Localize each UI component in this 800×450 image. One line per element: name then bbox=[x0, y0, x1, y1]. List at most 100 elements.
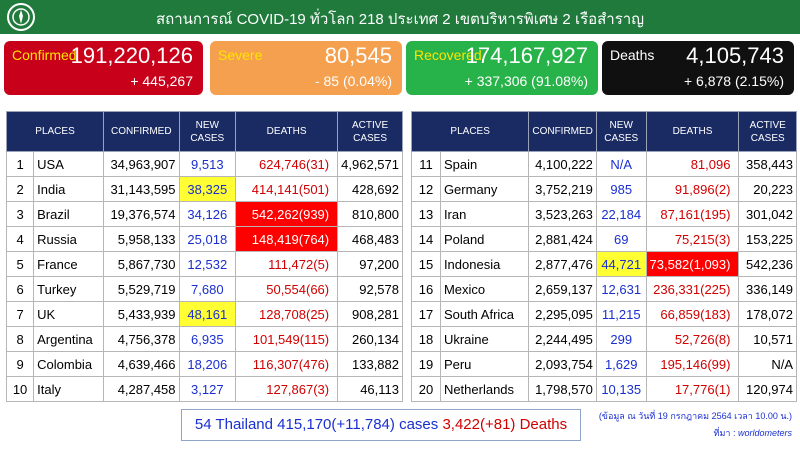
rank-cell: 19 bbox=[411, 351, 441, 377]
place-cell: Mexico bbox=[439, 276, 530, 302]
table-row: 1 USA 34,963,907 9,513 624,746(31) 4,962,571 bbox=[5, 151, 403, 177]
deaths-cell: 236,331(225) bbox=[645, 276, 740, 302]
place-cell: Poland bbox=[439, 226, 530, 252]
new-cases-cell: 7,680 bbox=[178, 276, 237, 302]
deaths-cell: 542,262(939) bbox=[235, 201, 339, 227]
confirmed-cell: 5,867,730 bbox=[103, 251, 180, 277]
confirmed-cell: 34,963,907 bbox=[103, 151, 180, 177]
confirmed-cell: 2,877,476 bbox=[528, 251, 597, 277]
column-header-places: PLACES bbox=[5, 111, 105, 152]
active-cases-cell: 428,692 bbox=[337, 176, 403, 202]
rank-cell: 18 bbox=[411, 326, 441, 352]
new-cases-cell: N/A bbox=[595, 151, 647, 177]
severe-label: Severe bbox=[218, 47, 263, 63]
table-row: 8 Argentina 4,756,378 6,935 101,549(115) 260,… bbox=[5, 326, 403, 352]
rank-cell: 16 bbox=[411, 276, 441, 302]
deaths-cell: 91,896(2) bbox=[645, 176, 740, 202]
countries-table-right: PLACES CONFIRMED NEW CASES DEATHS ACTIVE… bbox=[410, 111, 797, 402]
deaths-delta: + 6,878 (2.15%) bbox=[683, 73, 784, 89]
place-cell: Netherlands bbox=[439, 376, 530, 402]
table-row: 10 Italy 4,287,458 3,127 127,867(3) 46,113 bbox=[5, 376, 403, 402]
table-header-row: PLACES CONFIRMED NEW CASES DEATHS ACTIVE… bbox=[5, 111, 403, 152]
place-cell: Ukraine bbox=[439, 326, 530, 352]
new-cases-cell: 18,206 bbox=[178, 351, 237, 377]
confirmed-cell: 31,143,595 bbox=[103, 176, 180, 202]
confirmed-cell: 3,523,263 bbox=[528, 201, 597, 227]
active-cases-cell: 178,072 bbox=[738, 301, 797, 327]
table-row: 7 UK 5,433,939 48,161 128,708(25) 908,281 bbox=[5, 301, 403, 327]
active-cases-cell: 542,236 bbox=[738, 251, 797, 277]
table-row: 18 Ukraine 2,244,495 299 52,726(8) 10,571 bbox=[411, 326, 797, 352]
confirmed-cell: 5,529,719 bbox=[103, 276, 180, 302]
deaths-cell: 116,307(476) bbox=[235, 351, 339, 377]
rank-cell: 20 bbox=[411, 376, 441, 402]
active-cases-cell: 46,113 bbox=[337, 376, 403, 402]
active-cases-cell: 810,800 bbox=[337, 201, 403, 227]
countries-table-left: PLACES CONFIRMED NEW CASES DEATHS ACTIVE… bbox=[5, 111, 403, 402]
source-label: ที่มา : bbox=[713, 428, 736, 438]
table-row: 19 Peru 2,093,754 1,629 195,146(99) N/A bbox=[411, 351, 797, 377]
date-note: (ข้อมูล ณ วันที่ 19 กรกฎาคม 2564 เวลา 10… bbox=[598, 411, 792, 421]
active-cases-cell: 153,225 bbox=[738, 226, 797, 252]
place-cell: Argentina bbox=[33, 326, 105, 352]
column-header-active-cases: ACTIVE CASES bbox=[337, 111, 403, 152]
confirmed-cell: 3,752,219 bbox=[528, 176, 597, 202]
rank-cell: 3 bbox=[5, 201, 35, 227]
active-cases-cell: 358,443 bbox=[738, 151, 797, 177]
table-row: 14 Poland 2,881,424 69 75,215(3) 153,225 bbox=[411, 226, 797, 252]
severe-summary: Severe 80,545 - 85 (0.04%) bbox=[210, 41, 402, 95]
recovered-delta: + 337,306 (91.08%) bbox=[464, 73, 588, 89]
confirmed-cell: 5,433,939 bbox=[103, 301, 180, 327]
deaths-cell: 17,776(1) bbox=[645, 376, 740, 402]
active-cases-cell: 97,200 bbox=[337, 251, 403, 277]
rank-cell: 5 bbox=[5, 251, 35, 277]
table-row: 11 Spain 4,100,222 N/A 81,096 358,443 bbox=[411, 151, 797, 177]
deaths-cell: 50,554(66) bbox=[235, 276, 339, 302]
confirmed-cell: 2,659,137 bbox=[528, 276, 597, 302]
header-bar: สถานการณ์ COVID-19 ทั่วโลก 218 ประเทศ 2 … bbox=[0, 0, 800, 34]
confirmed-cell: 1,798,570 bbox=[528, 376, 597, 402]
table-row: 4 Russia 5,958,133 25,018 148,419(764) 468,48… bbox=[5, 226, 403, 252]
deaths-cell: 624,746(31) bbox=[235, 151, 339, 177]
active-cases-cell: 92,578 bbox=[337, 276, 403, 302]
deaths-cell: 111,472(5) bbox=[235, 251, 339, 277]
severe-value: 80,545 bbox=[324, 43, 392, 68]
confirmed-cell: 2,295,095 bbox=[528, 301, 597, 327]
confirmed-cell: 5,958,133 bbox=[103, 226, 180, 252]
place-cell: Iran bbox=[439, 201, 530, 227]
ministry-logo-icon bbox=[7, 3, 35, 31]
rank-cell: 17 bbox=[411, 301, 441, 327]
deaths-cell: 127,867(3) bbox=[235, 376, 339, 402]
rank-cell: 11 bbox=[411, 151, 441, 177]
column-header-confirmed: CONFIRMED bbox=[103, 111, 180, 152]
active-cases-cell: 20,223 bbox=[738, 176, 797, 202]
new-cases-cell: 44,721 bbox=[595, 251, 647, 277]
deaths-cell: 414,141(501) bbox=[235, 176, 339, 202]
column-header-deaths: DEATHS bbox=[645, 111, 740, 152]
place-cell: Russia bbox=[33, 226, 105, 252]
place-cell: USA bbox=[33, 151, 105, 177]
rank-cell: 9 bbox=[5, 351, 35, 377]
deaths-cell: 73,582(1,093) bbox=[645, 251, 740, 277]
place-cell: France bbox=[33, 251, 105, 277]
rank-cell: 4 bbox=[5, 226, 35, 252]
deaths-cell: 195,146(99) bbox=[645, 351, 740, 377]
rank-cell: 8 bbox=[5, 326, 35, 352]
place-cell: Italy bbox=[33, 376, 105, 402]
active-cases-cell: 336,149 bbox=[738, 276, 797, 302]
new-cases-cell: 22,184 bbox=[595, 201, 647, 227]
deaths-value: 4,105,743 bbox=[686, 43, 784, 68]
confirmed-cell: 2,881,424 bbox=[528, 226, 597, 252]
new-cases-cell: 48,161 bbox=[178, 301, 237, 327]
table-row: 13 Iran 3,523,263 22,184 87,161(195) 301,042 bbox=[411, 201, 797, 227]
active-cases-cell: 301,042 bbox=[738, 201, 797, 227]
recovered-summary: Recovered 174,167,927 + 337,306 (91.08%) bbox=[406, 41, 598, 95]
rank-cell: 1 bbox=[5, 151, 35, 177]
confirmed-cell: 4,100,222 bbox=[528, 151, 597, 177]
new-cases-cell: 69 bbox=[595, 226, 647, 252]
active-cases-cell: N/A bbox=[738, 351, 797, 377]
new-cases-cell: 6,935 bbox=[178, 326, 237, 352]
column-header-deaths: DEATHS bbox=[235, 111, 339, 152]
confirmed-cell: 4,639,466 bbox=[103, 351, 180, 377]
recovered-value: 174,167,927 bbox=[465, 43, 588, 68]
